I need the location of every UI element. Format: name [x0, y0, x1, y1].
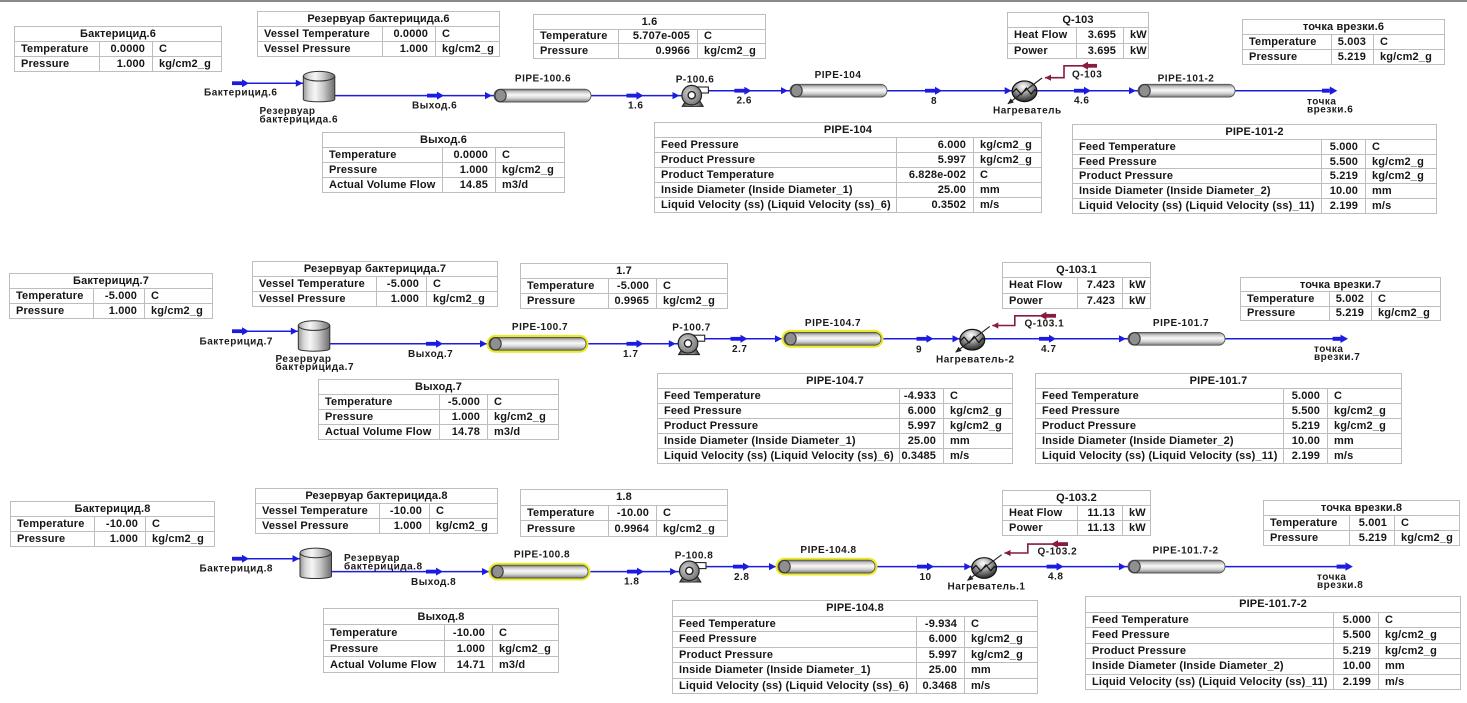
svg-text:точка: точка	[1317, 572, 1347, 583]
svg-text:PIPE-100.6: PIPE-100.6	[515, 74, 571, 85]
svg-text:P-100.7: P-100.7	[672, 322, 711, 333]
svg-text:врезки.8: врезки.8	[1317, 580, 1363, 591]
svg-text:P-100.6: P-100.6	[676, 74, 715, 85]
svg-text:2.8: 2.8	[734, 572, 749, 583]
svg-text:PIPE-104: PIPE-104	[815, 70, 862, 81]
svg-text:Резервуар: Резервуар	[344, 553, 400, 564]
svg-text:4.6: 4.6	[1074, 96, 1089, 107]
svg-text:PIPE-100.7: PIPE-100.7	[512, 322, 568, 333]
svg-text:врезки.7: врезки.7	[1314, 352, 1360, 363]
svg-text:врезки.6: врезки.6	[1307, 105, 1353, 116]
svg-text:Резервуар: Резервуар	[276, 354, 332, 365]
svg-text:1.8: 1.8	[624, 576, 639, 587]
svg-text:Выход.6: Выход.6	[412, 100, 457, 111]
svg-text:Нагреватель.1: Нагреватель.1	[948, 582, 1026, 593]
svg-text:PIPE-104.7: PIPE-104.7	[805, 318, 861, 329]
svg-text:8: 8	[931, 96, 937, 107]
svg-text:бактерицида.6: бактерицида.6	[260, 113, 339, 125]
svg-text:PIPE-101.7: PIPE-101.7	[1153, 318, 1209, 329]
svg-text:PIPE-100.8: PIPE-100.8	[514, 550, 570, 561]
svg-text:Нагреватель-2: Нагреватель-2	[936, 355, 1015, 366]
svg-text:10: 10	[920, 572, 932, 583]
svg-text:Q-103: Q-103	[1072, 69, 1102, 80]
svg-text:Нагреватель: Нагреватель	[993, 106, 1062, 117]
svg-text:Выход.8: Выход.8	[411, 577, 456, 588]
svg-text:PIPE-104.8: PIPE-104.8	[800, 545, 856, 556]
svg-text:P-100.8: P-100.8	[675, 550, 714, 561]
svg-text:2.7: 2.7	[732, 344, 747, 355]
svg-text:4.7: 4.7	[1041, 344, 1056, 355]
svg-text:бактерицида.7: бактерицида.7	[276, 361, 355, 373]
svg-text:Q-103.1: Q-103.1	[1025, 319, 1065, 330]
svg-text:Бактерицид.7: Бактерицид.7	[200, 337, 273, 348]
svg-text:4.8: 4.8	[1048, 572, 1063, 583]
svg-text:9: 9	[916, 344, 922, 355]
svg-text:Бактерицид.6: Бактерицид.6	[204, 88, 277, 99]
svg-text:Резервуар: Резервуар	[260, 106, 316, 117]
svg-text:точка: точка	[1314, 344, 1344, 355]
svg-text:Выход.7: Выход.7	[408, 349, 453, 360]
svg-text:PIPE-101.7-2: PIPE-101.7-2	[1152, 546, 1218, 557]
svg-text:Бактерицид.8: Бактерицид.8	[200, 564, 273, 575]
svg-text:1.7: 1.7	[623, 349, 638, 360]
svg-text:точка: точка	[1307, 96, 1337, 107]
svg-text:бактерицида.8: бактерицида.8	[344, 561, 423, 573]
svg-text:Q-103.2: Q-103.2	[1038, 547, 1078, 558]
svg-text:1.6: 1.6	[628, 100, 643, 111]
svg-text:PIPE-101-2: PIPE-101-2	[1158, 74, 1215, 85]
svg-text:2.6: 2.6	[737, 95, 752, 106]
